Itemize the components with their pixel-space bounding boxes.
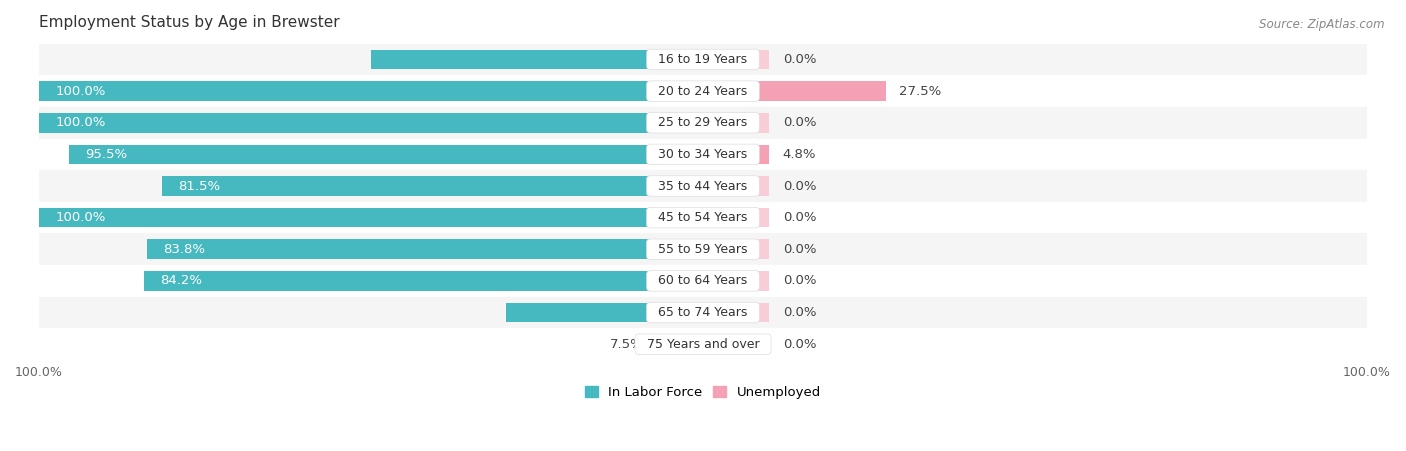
Text: 0.0%: 0.0%: [783, 211, 817, 224]
Bar: [39, 234, 1367, 265]
Text: 0.0%: 0.0%: [783, 179, 817, 193]
Text: 16 to 19 Years: 16 to 19 Years: [651, 53, 755, 66]
Bar: [39, 208, 703, 227]
Bar: [39, 170, 1367, 202]
Bar: [146, 239, 703, 259]
Bar: [703, 303, 769, 322]
Bar: [39, 202, 1367, 234]
Text: Source: ZipAtlas.com: Source: ZipAtlas.com: [1260, 18, 1385, 31]
Bar: [703, 113, 769, 133]
Text: 0.0%: 0.0%: [783, 306, 817, 319]
Text: 84.2%: 84.2%: [160, 274, 202, 287]
Bar: [703, 50, 769, 69]
Text: Employment Status by Age in Brewster: Employment Status by Age in Brewster: [39, 15, 340, 30]
Text: 45 to 54 Years: 45 to 54 Years: [651, 211, 755, 224]
Bar: [143, 271, 703, 291]
Bar: [654, 334, 703, 354]
Text: 60 to 64 Years: 60 to 64 Years: [651, 274, 755, 287]
Text: 0.0%: 0.0%: [783, 53, 817, 66]
Bar: [703, 334, 769, 354]
Text: 7.5%: 7.5%: [609, 338, 643, 351]
Text: 0.0%: 0.0%: [783, 243, 817, 256]
Legend: In Labor Force, Unemployed: In Labor Force, Unemployed: [579, 380, 827, 404]
Text: 27.5%: 27.5%: [898, 85, 941, 97]
Text: 100.0%: 100.0%: [56, 85, 105, 97]
Bar: [39, 107, 1367, 138]
Text: 35 to 44 Years: 35 to 44 Years: [651, 179, 755, 193]
Text: 100.0%: 100.0%: [56, 211, 105, 224]
Bar: [506, 303, 703, 322]
Text: 20 to 24 Years: 20 to 24 Years: [651, 85, 755, 97]
Bar: [39, 265, 1367, 297]
Text: 100.0%: 100.0%: [56, 116, 105, 129]
Bar: [162, 176, 703, 196]
Bar: [703, 271, 769, 291]
Bar: [371, 50, 703, 69]
Bar: [703, 239, 769, 259]
Bar: [69, 145, 703, 164]
Bar: [39, 75, 1367, 107]
Bar: [39, 81, 703, 101]
Text: 0.0%: 0.0%: [783, 338, 817, 351]
Bar: [39, 297, 1367, 328]
Text: 81.5%: 81.5%: [179, 179, 221, 193]
Text: 0.0%: 0.0%: [783, 116, 817, 129]
Bar: [703, 176, 769, 196]
Text: 75 Years and over: 75 Years and over: [638, 338, 768, 351]
Text: 65 to 74 Years: 65 to 74 Years: [651, 306, 755, 319]
Text: 4.8%: 4.8%: [783, 148, 817, 161]
Bar: [39, 44, 1367, 75]
Bar: [703, 145, 769, 164]
Text: 0.0%: 0.0%: [783, 274, 817, 287]
Bar: [39, 113, 703, 133]
Text: 50.0%: 50.0%: [648, 53, 690, 66]
Text: 55 to 59 Years: 55 to 59 Years: [650, 243, 756, 256]
Text: 30 to 34 Years: 30 to 34 Years: [651, 148, 755, 161]
Text: 29.7%: 29.7%: [648, 306, 690, 319]
Bar: [703, 208, 769, 227]
Text: 95.5%: 95.5%: [86, 148, 128, 161]
Bar: [39, 138, 1367, 170]
Bar: [703, 81, 886, 101]
Text: 25 to 29 Years: 25 to 29 Years: [651, 116, 755, 129]
Text: 83.8%: 83.8%: [163, 243, 205, 256]
Bar: [39, 328, 1367, 360]
